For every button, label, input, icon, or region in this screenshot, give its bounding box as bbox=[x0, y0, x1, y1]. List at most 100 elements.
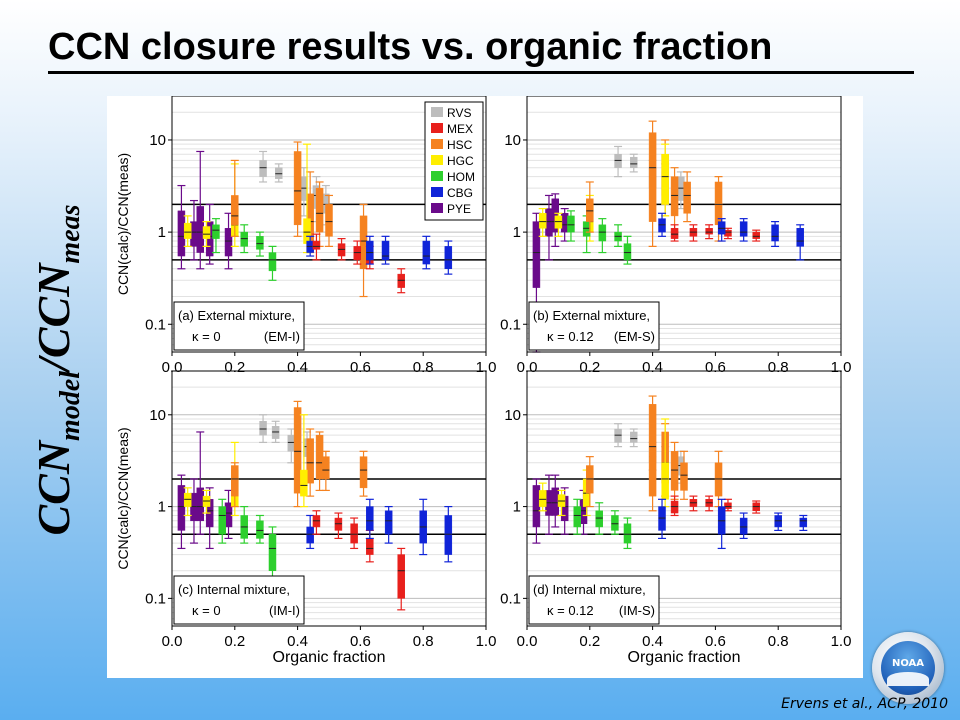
box-hsc bbox=[683, 181, 691, 214]
panel-c: 0.1 1 10 0.0 0.2 0.4 0.6 0.8 1.0 CCN(calc)/CCN(me… bbox=[115, 370, 496, 666]
box-hsc bbox=[648, 132, 657, 222]
box-hsc bbox=[586, 198, 594, 222]
panel-a: 0.1 1 10 0.0 0.2 0.4 0.6 0.8 1.0 CCN(calc)/CCN(me… bbox=[115, 96, 496, 376]
annotation-title: (b) External mixture, bbox=[533, 308, 650, 323]
box-pye bbox=[190, 221, 198, 247]
box-cbg bbox=[306, 526, 314, 544]
y-tick-label: 0.1 bbox=[500, 316, 521, 333]
box-rvs bbox=[259, 160, 267, 177]
box-hom bbox=[268, 252, 277, 272]
box-pye bbox=[560, 213, 569, 233]
y-tick-label: 1 bbox=[158, 224, 166, 241]
box-cbg bbox=[796, 228, 804, 247]
box-hsc bbox=[670, 176, 679, 217]
box-hom bbox=[573, 506, 581, 528]
box-hsc bbox=[315, 187, 324, 233]
box-mex bbox=[353, 246, 362, 261]
annotation-code: (EM-I) bbox=[264, 329, 300, 344]
chart-svg: 0.1 1 10 0.0 0.2 0.4 0.6 0.8 1.0 CCN(calc)/CCN(me… bbox=[115, 96, 851, 666]
box-hsc bbox=[231, 195, 239, 226]
panel-b: 0.1 1 10 0.0 0.2 0.4 0.6 0.8 1.0 (b) External mix… bbox=[500, 96, 851, 376]
box-hgc bbox=[303, 218, 311, 244]
legend-swatch-rvs bbox=[431, 107, 443, 117]
box-cbg bbox=[422, 240, 431, 265]
annotation-box bbox=[528, 301, 660, 351]
y-tick-label: 0.1 bbox=[500, 590, 521, 607]
box-hom bbox=[611, 515, 619, 531]
legend-swatch-mex bbox=[431, 123, 443, 133]
x-tick-label: 0.8 bbox=[413, 359, 434, 376]
box-cbg bbox=[384, 510, 393, 535]
box-pye bbox=[177, 210, 186, 257]
x-tick-label: 0.6 bbox=[350, 359, 371, 376]
legend-label: HOM bbox=[447, 170, 475, 184]
y-tick-label: 10 bbox=[149, 132, 166, 149]
box-pye bbox=[551, 487, 560, 516]
side-label-sub-model: model bbox=[55, 370, 86, 441]
box-hsc bbox=[231, 465, 239, 497]
x-tick-label: 0.0 bbox=[162, 359, 183, 376]
legend-swatch-pye bbox=[431, 203, 443, 213]
box-cbg bbox=[366, 240, 374, 261]
x-tick-label: 0.0 bbox=[517, 633, 538, 650]
x-tick-label: 0.2 bbox=[224, 359, 245, 376]
box-rvs bbox=[614, 428, 622, 443]
citation: Ervens et al., ACP, 2010 bbox=[781, 696, 948, 712]
annotation-kappa: κ = 0 bbox=[192, 603, 221, 618]
box-cbg bbox=[381, 240, 390, 261]
box-hom bbox=[256, 236, 264, 250]
box-cbg bbox=[799, 517, 808, 528]
box-hgc bbox=[661, 462, 669, 500]
box-hsc bbox=[680, 462, 688, 491]
box-rvs bbox=[614, 153, 622, 168]
chart-figure: 0.1 1 10 0.0 0.2 0.4 0.6 0.8 1.0 CCN(calc)/CCN(me… bbox=[107, 96, 863, 678]
title-underline bbox=[48, 71, 914, 74]
x-tick-label: 0.8 bbox=[413, 633, 434, 650]
box-hsc bbox=[670, 451, 679, 491]
legend-swatch-hom bbox=[431, 171, 443, 181]
box-hom bbox=[268, 533, 277, 571]
y-tick-label: 10 bbox=[149, 407, 166, 424]
box-pye bbox=[224, 228, 233, 257]
side-label-separator: /CCN bbox=[28, 263, 79, 371]
box-hsc bbox=[306, 438, 314, 484]
box-hom bbox=[256, 520, 264, 539]
x-tick-label: 0.0 bbox=[517, 359, 538, 376]
x-tick-label: 0.6 bbox=[705, 633, 726, 650]
box-mex bbox=[397, 554, 405, 599]
box-mex bbox=[670, 228, 679, 239]
noaa-logo-wave bbox=[887, 672, 929, 686]
x-axis-label: Organic fraction bbox=[273, 649, 386, 666]
panel-d: 0.1 1 10 0.0 0.2 0.4 0.6 0.8 1.0 Organic fraction… bbox=[500, 370, 851, 666]
y-tick-label: 0.1 bbox=[145, 590, 166, 607]
x-tick-label: 1.0 bbox=[831, 359, 852, 376]
x-tick-label: 0.6 bbox=[705, 359, 726, 376]
plot-frame bbox=[526, 370, 842, 627]
annotation-title: (a) External mixture, bbox=[178, 308, 295, 323]
box-rvs bbox=[287, 434, 296, 452]
annotation-kappa: κ = 0.12 bbox=[547, 329, 594, 344]
y-tick-label: 1 bbox=[513, 499, 521, 516]
legend-swatch-hsc bbox=[431, 139, 443, 149]
annotation-code: (EM-S) bbox=[614, 329, 655, 344]
box-hgc bbox=[300, 469, 308, 497]
box-hsc bbox=[293, 151, 302, 226]
box-rvs bbox=[259, 421, 267, 436]
box-pye bbox=[545, 208, 553, 237]
annotation-box bbox=[173, 301, 305, 351]
box-hsc bbox=[359, 456, 368, 489]
x-tick-label: 0.4 bbox=[642, 359, 663, 376]
annotation-code: (IM-I) bbox=[269, 603, 300, 618]
box-hsc bbox=[359, 215, 368, 270]
x-tick-label: 0.6 bbox=[350, 633, 371, 650]
box-rvs bbox=[275, 167, 283, 179]
y-tick-label: 10 bbox=[504, 132, 521, 149]
x-tick-label: 1.0 bbox=[476, 359, 497, 376]
box-hsc bbox=[322, 456, 330, 480]
x-tick-label: 0.2 bbox=[579, 633, 600, 650]
legend-label: HGC bbox=[447, 154, 474, 168]
box-hgc bbox=[183, 222, 192, 239]
box-pye bbox=[532, 221, 541, 288]
box-hom bbox=[582, 221, 591, 237]
box-hom bbox=[623, 243, 632, 261]
